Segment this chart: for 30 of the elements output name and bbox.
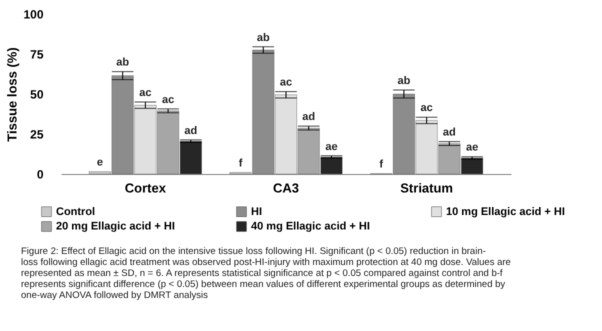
y-tick-label: 0 — [36, 168, 44, 182]
x-tick-label: Striatum — [400, 180, 453, 196]
y-axis-title: Tissue loss (%) — [4, 47, 20, 142]
data-label: ae — [466, 142, 478, 154]
y-tick-label: 25 — [30, 128, 44, 142]
data-label: ae — [325, 140, 338, 153]
data-label: f — [238, 157, 243, 170]
y-tick-label: 100 — [23, 8, 44, 22]
legend-label: HI — [251, 206, 262, 218]
data-label: ab — [397, 75, 411, 87]
legend-label: 10 mg Ellagic acid + HI — [446, 206, 565, 218]
data-label: ac — [420, 102, 433, 114]
legend-label: 40 mg Ellagic acid + HI — [251, 220, 370, 232]
x-tick-label: CA3 — [272, 180, 300, 196]
y-tick-label: 50 — [30, 88, 44, 102]
legend-label: Control — [56, 206, 96, 218]
data-label: ad — [442, 126, 456, 139]
x-tick-label: Cortex — [124, 180, 167, 196]
data-label: ac — [162, 94, 174, 106]
data-label: e — [96, 156, 103, 169]
data-label: ad — [184, 124, 198, 137]
data-label: ac — [280, 76, 292, 89]
data-label: f — [379, 158, 384, 171]
legend-label: 20 mg Ellagic acid + HI — [56, 220, 175, 232]
data-label: ab — [116, 56, 130, 69]
data-label: ac — [139, 87, 152, 99]
y-tick-label: 75 — [30, 48, 44, 62]
data-label: ab — [256, 32, 270, 44]
data-label: ad — [302, 111, 316, 124]
caption: Figure 2: Effect of Ellagic acid on the intensive tissue loss following HI. Significant (p < 0.05) reduction in brain-loss following ellagic acid treatment was observed post-HI-injury with maximum protection at 40 mg dose. Values are represented as mean ± SD, n = 6. A represents statistical significance at p < 0.05 compared against control and b-f represents significant difference (p < 0.05) between mean values of different experimental groups as determined by one-way ANOVA followed by DMRT analysis — [21, 246, 511, 301]
